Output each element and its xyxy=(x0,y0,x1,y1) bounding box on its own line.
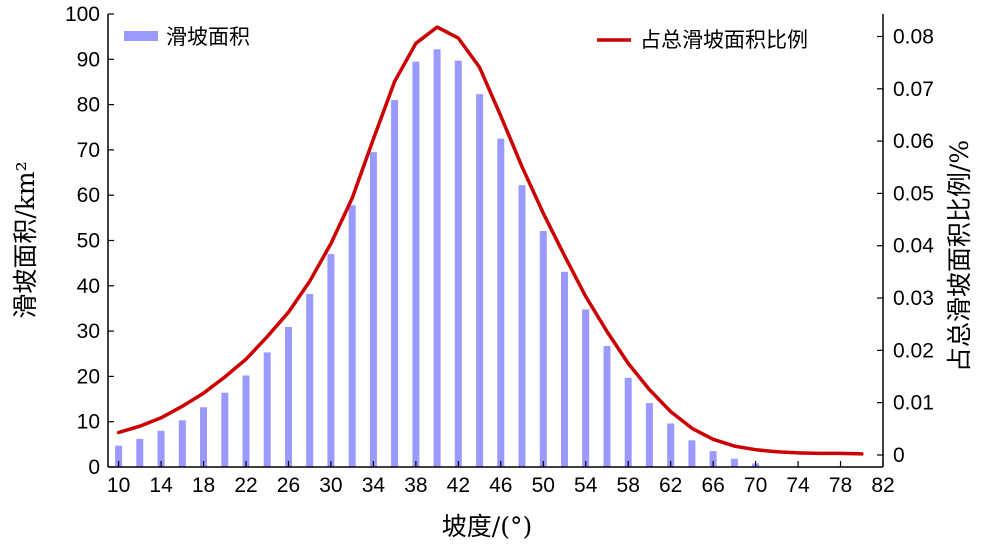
bar xyxy=(221,392,229,467)
bar xyxy=(688,440,696,467)
x-tick-label: 18 xyxy=(192,474,215,497)
bar xyxy=(539,231,547,467)
x-tick-label: 70 xyxy=(744,474,767,497)
bar xyxy=(391,100,399,467)
legend: 滑坡面积 占总滑坡面积比例 xyxy=(124,25,808,52)
left-tick-label: 20 xyxy=(77,365,100,388)
bar xyxy=(306,294,314,467)
x-tick-label: 38 xyxy=(404,474,427,497)
x-tick-label: 10 xyxy=(107,474,130,497)
bar xyxy=(263,352,271,467)
right-axis-title: 占总滑坡面积比例/% xyxy=(945,140,974,372)
x-tick-label: 26 xyxy=(277,474,300,497)
right-tick-label: 0.04 xyxy=(893,235,934,258)
left-tick-label: 10 xyxy=(77,411,100,434)
bar xyxy=(433,49,441,468)
bar xyxy=(624,377,632,467)
bar xyxy=(285,327,292,467)
x-tick-label: 14 xyxy=(149,474,173,497)
bar xyxy=(561,271,568,467)
right-tick-label: 0.03 xyxy=(893,287,934,310)
bar xyxy=(476,94,484,467)
right-tick-label: 0.08 xyxy=(893,25,934,48)
left-tick-label: 0 xyxy=(88,456,100,479)
legend-bar-swatch xyxy=(124,31,158,41)
bar xyxy=(667,423,675,467)
left-tick-label: 40 xyxy=(77,275,100,298)
bar-series xyxy=(115,49,760,468)
bar xyxy=(327,254,335,467)
x-axis-title: 坡度/(°) xyxy=(442,512,532,541)
x-tick-label: 46 xyxy=(489,474,512,497)
x-tick-label: 58 xyxy=(617,474,640,497)
x-tick-label: 62 xyxy=(659,474,682,497)
bar xyxy=(645,403,653,467)
bar xyxy=(582,309,590,467)
bar xyxy=(115,445,123,467)
left-tick-label: 100 xyxy=(65,3,100,26)
left-tick-label: 90 xyxy=(77,48,100,71)
x-tick-label: 34 xyxy=(362,474,386,497)
right-tick-label: 0.06 xyxy=(893,130,934,153)
bar xyxy=(136,438,144,467)
bar xyxy=(369,152,377,467)
x-tick-label: 54 xyxy=(574,474,598,497)
bar xyxy=(242,375,250,467)
bar xyxy=(200,407,207,467)
line-series xyxy=(116,25,864,456)
bar xyxy=(454,60,462,467)
bar xyxy=(730,458,738,467)
bar xyxy=(709,451,717,467)
ratio-line xyxy=(116,25,864,456)
x-tick-label: 42 xyxy=(447,474,470,497)
x-tick-label: 30 xyxy=(319,474,342,497)
x-tick-label: 74 xyxy=(786,474,810,497)
right-tick-label: 0.05 xyxy=(893,182,934,205)
legend-line-label: 占总滑坡面积比例 xyxy=(640,28,808,52)
left-tick-label: 50 xyxy=(77,230,100,253)
bar xyxy=(603,346,611,467)
axes: 0 10 20 30 40 50 60 70 80 90 100 0 0.01 0.02 0.03 0.04 0… xyxy=(65,3,934,497)
bar xyxy=(518,185,526,467)
bar xyxy=(157,430,165,467)
left-tick-label: 70 xyxy=(77,139,100,162)
bar xyxy=(497,138,505,467)
bar xyxy=(412,61,420,467)
left-axis-title: 滑坡面积/km² xyxy=(11,161,40,318)
right-tick-label: 0.02 xyxy=(893,339,934,362)
x-tick-label: 78 xyxy=(829,474,852,497)
right-tick-label: 0.01 xyxy=(893,392,934,415)
legend-bar-label: 滑坡面积 xyxy=(166,25,250,49)
left-tick-label: 80 xyxy=(77,94,100,117)
x-tick-label: 82 xyxy=(871,474,894,497)
x-tick-label: 22 xyxy=(234,474,257,497)
right-tick-label: 0 xyxy=(893,444,905,467)
bar xyxy=(348,205,356,467)
left-tick-label: 60 xyxy=(77,184,100,207)
x-tick-label: 50 xyxy=(532,474,555,497)
right-tick-label: 0.07 xyxy=(893,78,934,101)
bar xyxy=(178,420,186,467)
left-tick-label: 30 xyxy=(77,320,100,343)
x-tick-label: 66 xyxy=(701,474,724,497)
